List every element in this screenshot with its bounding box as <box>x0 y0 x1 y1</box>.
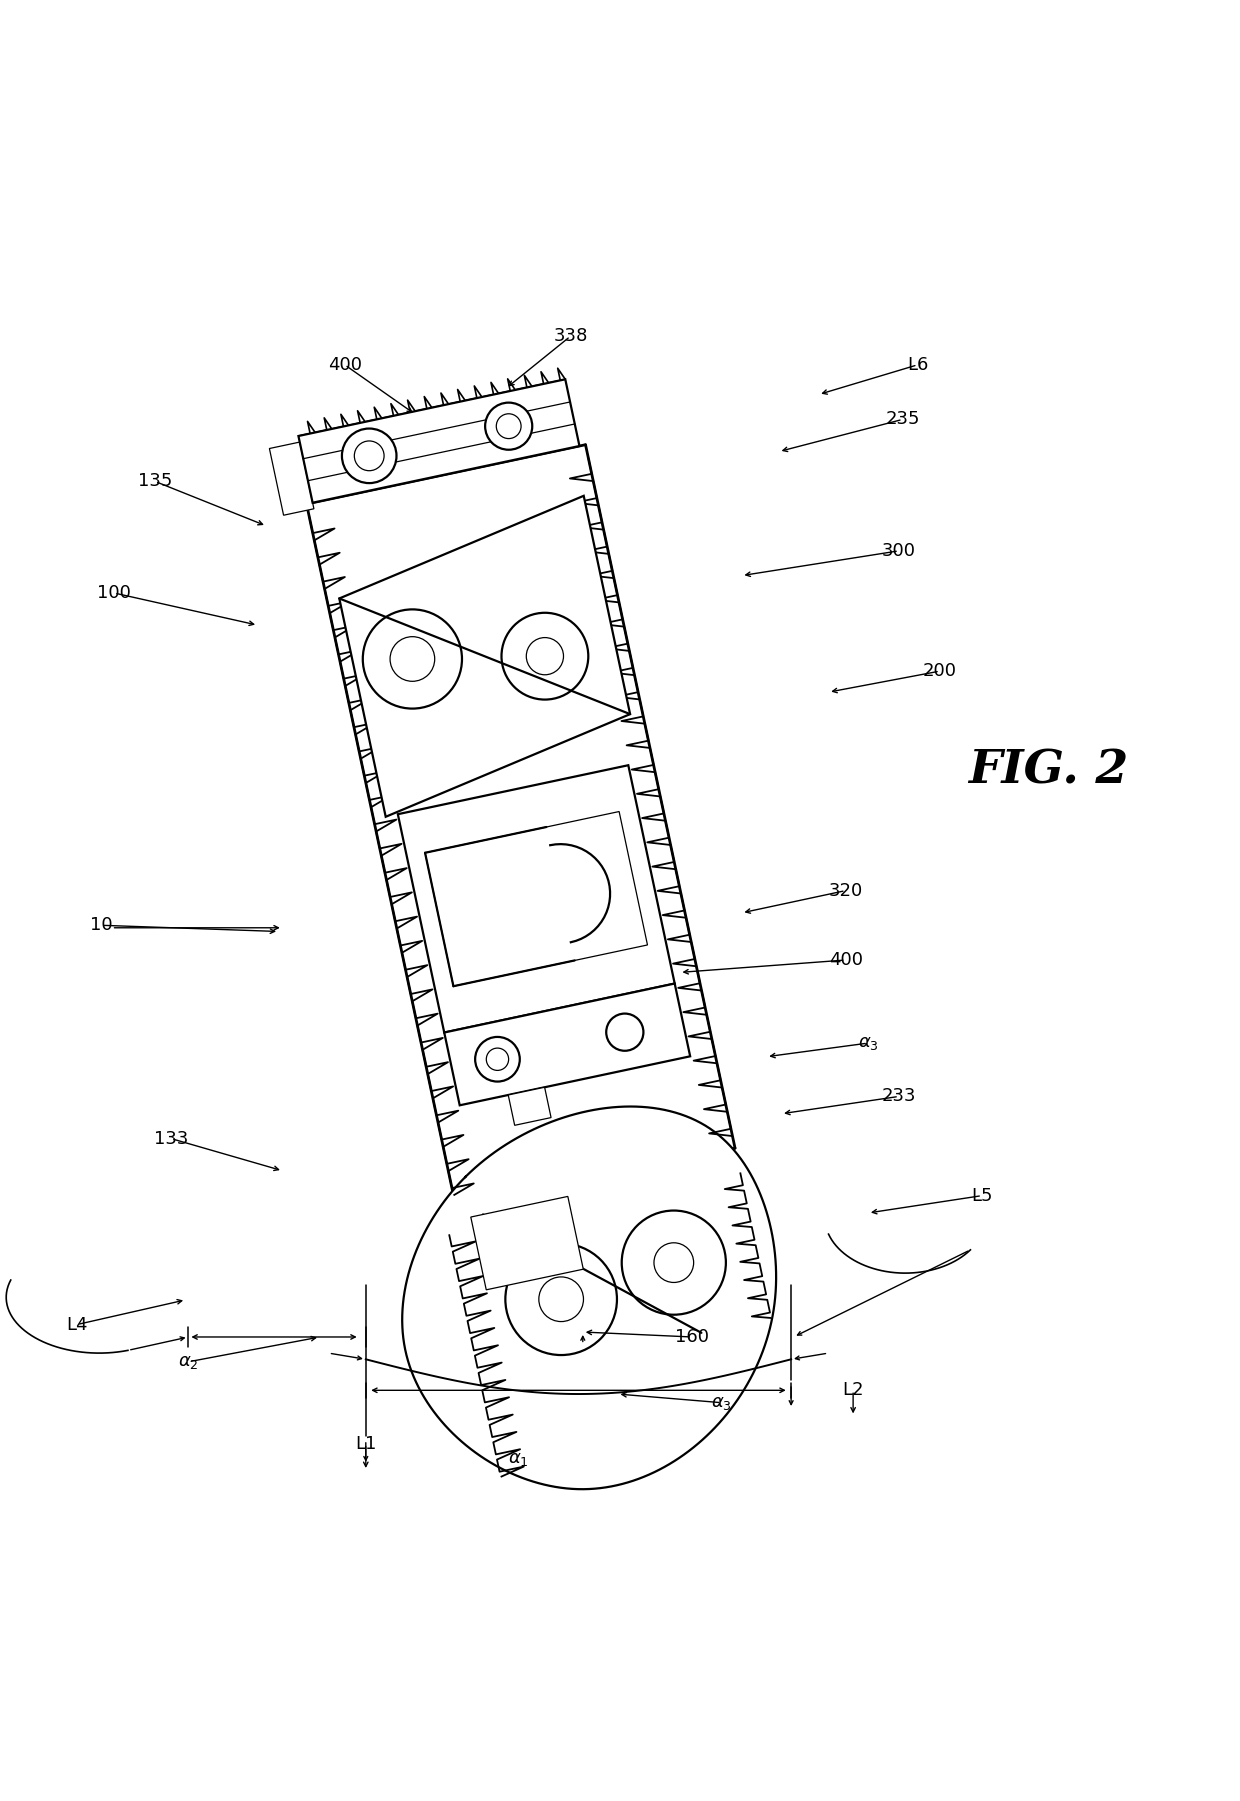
Text: 338: 338 <box>553 328 588 346</box>
Polygon shape <box>299 380 579 502</box>
Circle shape <box>355 441 384 470</box>
Circle shape <box>653 1243 693 1282</box>
Polygon shape <box>398 765 675 1032</box>
Circle shape <box>506 1243 618 1354</box>
Text: 133: 133 <box>154 1129 188 1147</box>
Text: 400: 400 <box>327 357 362 375</box>
Text: 100: 100 <box>97 584 131 602</box>
Text: FIG. 2: FIG. 2 <box>967 747 1128 792</box>
Circle shape <box>606 1014 644 1050</box>
Polygon shape <box>444 983 691 1106</box>
Circle shape <box>539 1277 584 1322</box>
Text: L2: L2 <box>842 1381 864 1399</box>
Text: $\alpha_3$: $\alpha_3$ <box>712 1394 732 1412</box>
Text: L6: L6 <box>906 357 929 375</box>
Polygon shape <box>340 495 630 818</box>
Circle shape <box>496 414 521 439</box>
Text: 200: 200 <box>923 663 957 681</box>
Text: 160: 160 <box>675 1327 709 1345</box>
Circle shape <box>391 638 435 681</box>
Polygon shape <box>306 445 735 1207</box>
Circle shape <box>486 1048 508 1070</box>
Polygon shape <box>402 1106 776 1489</box>
Text: L1: L1 <box>355 1435 377 1453</box>
Text: $\alpha_1$: $\alpha_1$ <box>508 1450 528 1468</box>
Text: $\alpha_2$: $\alpha_2$ <box>179 1353 198 1371</box>
Text: 320: 320 <box>828 881 863 899</box>
Polygon shape <box>425 812 647 987</box>
Polygon shape <box>471 1196 583 1290</box>
Circle shape <box>363 609 463 708</box>
Text: 233: 233 <box>882 1088 916 1106</box>
Text: L4: L4 <box>66 1315 88 1333</box>
Polygon shape <box>269 441 314 515</box>
Circle shape <box>501 612 588 699</box>
Circle shape <box>621 1210 725 1315</box>
Circle shape <box>475 1037 520 1082</box>
Text: 10: 10 <box>91 917 113 935</box>
Text: $\alpha_3$: $\alpha_3$ <box>858 1034 878 1052</box>
Text: 135: 135 <box>138 472 172 490</box>
Polygon shape <box>508 1088 551 1126</box>
Circle shape <box>342 429 397 483</box>
Text: 235: 235 <box>885 411 920 429</box>
Text: 400: 400 <box>828 951 863 969</box>
Text: 300: 300 <box>882 542 916 560</box>
Circle shape <box>485 403 532 450</box>
Text: L5: L5 <box>971 1187 993 1205</box>
Circle shape <box>526 638 563 675</box>
